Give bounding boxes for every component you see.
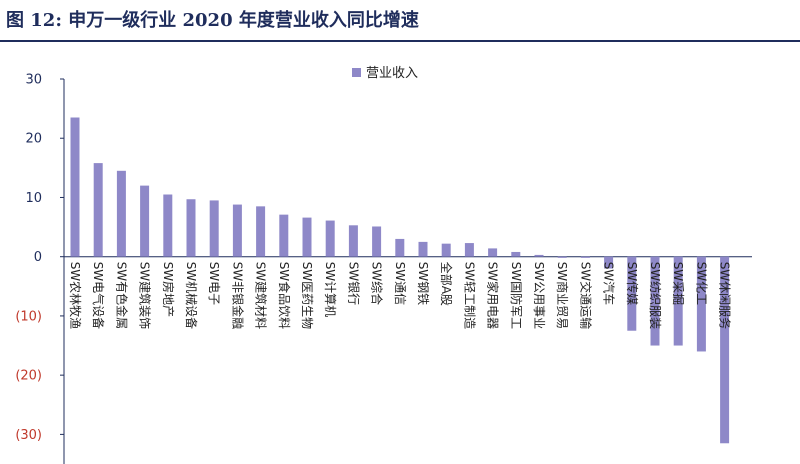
bar — [650, 256, 660, 346]
bar — [302, 217, 312, 257]
x-tick-label: SW建筑装饰 — [138, 262, 153, 329]
bar — [93, 163, 103, 257]
bar — [372, 226, 382, 257]
bar — [116, 170, 126, 257]
title-rule — [0, 40, 800, 42]
y-tick-label: (10) — [15, 309, 42, 324]
y-tick-label: 10 — [25, 191, 42, 206]
bar — [186, 199, 196, 257]
bar-chart: 营业收入 30 20 10 0 (10) (20) (30) SW农林牧渔 SW电气设备 SW有… — [15, 66, 752, 464]
category-labels: SW农林牧渔 SW电气设备 SW有色金属 SW建筑装饰 SW房地产 SW机械设备 SW电子 S… — [68, 262, 733, 329]
bar — [580, 256, 590, 258]
chart-legend: 营业收入 — [352, 66, 418, 81]
bar — [140, 185, 150, 257]
y-tick-label: 20 — [25, 132, 42, 147]
y-tick-label: (30) — [15, 428, 42, 443]
bar — [163, 194, 173, 257]
bar — [557, 256, 567, 258]
x-tick-label: SW医药生物 — [300, 262, 314, 329]
bar — [627, 256, 637, 331]
figure-header: 图 12: 申万一级行业 2020 年度营业收入同比增速 — [0, 0, 800, 44]
x-tick-label: SW机械设备 — [184, 262, 199, 329]
bars — [70, 117, 730, 444]
x-tick-label: SW传媒 — [625, 262, 640, 305]
x-tick-label: SW轻工制造 — [462, 262, 476, 329]
x-tick-label: 全部A股 — [439, 262, 454, 306]
bar — [604, 256, 614, 269]
x-tick-label: SW国防军工 — [509, 262, 524, 329]
bar — [673, 256, 683, 346]
bar — [720, 256, 730, 444]
bar — [325, 220, 335, 257]
x-tick-label: SW非银金融 — [230, 262, 245, 329]
x-tick-label: SW综合 — [370, 262, 385, 305]
bar — [696, 256, 706, 352]
x-tick-label: SW化工 — [694, 262, 708, 305]
bar — [441, 243, 451, 257]
x-tick-label: SW纺织服装 — [648, 262, 662, 329]
x-tick-label: SW有色金属 — [114, 262, 129, 329]
x-tick-label: SW汽车 — [602, 262, 617, 305]
x-tick-label: SW休闲服务 — [718, 262, 733, 329]
bar — [256, 206, 266, 257]
bar — [464, 243, 474, 257]
x-tick-label: SW商业贸易 — [555, 262, 570, 329]
x-tick-label: SW食品饮料 — [277, 262, 292, 329]
y-tick-label: (20) — [15, 369, 42, 384]
x-tick-label: SW建筑材料 — [254, 262, 269, 329]
bar — [209, 200, 219, 257]
x-tick-label: SW公用事业 — [532, 262, 546, 329]
y-tick-label: 30 — [25, 73, 42, 88]
bar — [348, 225, 358, 257]
legend-swatch — [352, 68, 361, 77]
bar — [488, 248, 498, 257]
bar — [232, 204, 242, 257]
x-tick-label: SW通信 — [393, 262, 407, 305]
x-tick-label: SW电气设备 — [91, 262, 106, 329]
x-tick-label: SW房地产 — [161, 262, 176, 317]
x-tick-label: SW电子 — [207, 262, 221, 305]
x-tick-label: SW家用电器 — [486, 262, 501, 329]
x-tick-label: SW农林牧渔 — [68, 262, 82, 329]
x-tick-label: SW交通运输 — [578, 262, 593, 329]
legend-label: 营业收入 — [366, 66, 418, 81]
bar — [279, 214, 289, 257]
bar — [70, 117, 80, 257]
x-tick-label: SW银行 — [346, 262, 360, 305]
x-tick-label: SW计算机 — [323, 262, 338, 317]
bar — [511, 251, 521, 257]
x-tick-label: SW采掘 — [671, 262, 686, 305]
figure-title: 图 12: 申万一级行业 2020 年度营业收入同比增速 — [6, 10, 419, 31]
y-tick-label: 0 — [34, 250, 42, 265]
x-tick-label: SW钢铁 — [416, 262, 430, 305]
bar — [534, 254, 544, 257]
bar — [395, 238, 405, 257]
bar — [418, 241, 428, 257]
y-axis: 30 20 10 0 (10) (20) (30) — [15, 73, 752, 464]
